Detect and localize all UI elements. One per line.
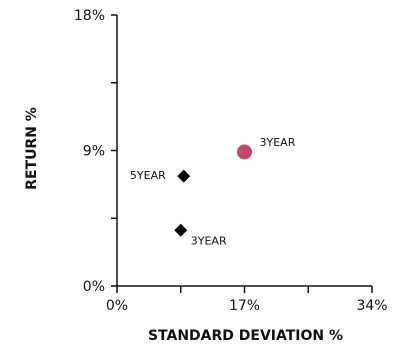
data-point-diamond	[177, 169, 191, 183]
x-tick-label: 17%	[229, 298, 260, 314]
x-tick-label: 34%	[356, 298, 387, 314]
x-axis-title: STANDARD DEVIATION %	[148, 328, 343, 344]
data-point-label: 5YEAR	[130, 169, 166, 182]
y-axis-title: RETURN %	[24, 107, 40, 190]
data-point-circle	[237, 144, 252, 160]
y-tick-label: 0%	[83, 279, 105, 295]
data-point-label: 3YEAR	[260, 136, 296, 149]
data-points: 3YEAR 5YEAR 3YEAR	[130, 136, 296, 247]
y-tick-label: 9%	[83, 144, 105, 160]
x-tick-label: 0%	[106, 298, 128, 314]
x-ticks: 0% 17% 34%	[106, 286, 388, 314]
data-point-label: 3YEAR	[191, 234, 227, 247]
y-tick-label: 18%	[74, 8, 105, 24]
y-ticks: 0% 9% 18%	[74, 8, 117, 295]
data-point-diamond	[174, 223, 188, 237]
